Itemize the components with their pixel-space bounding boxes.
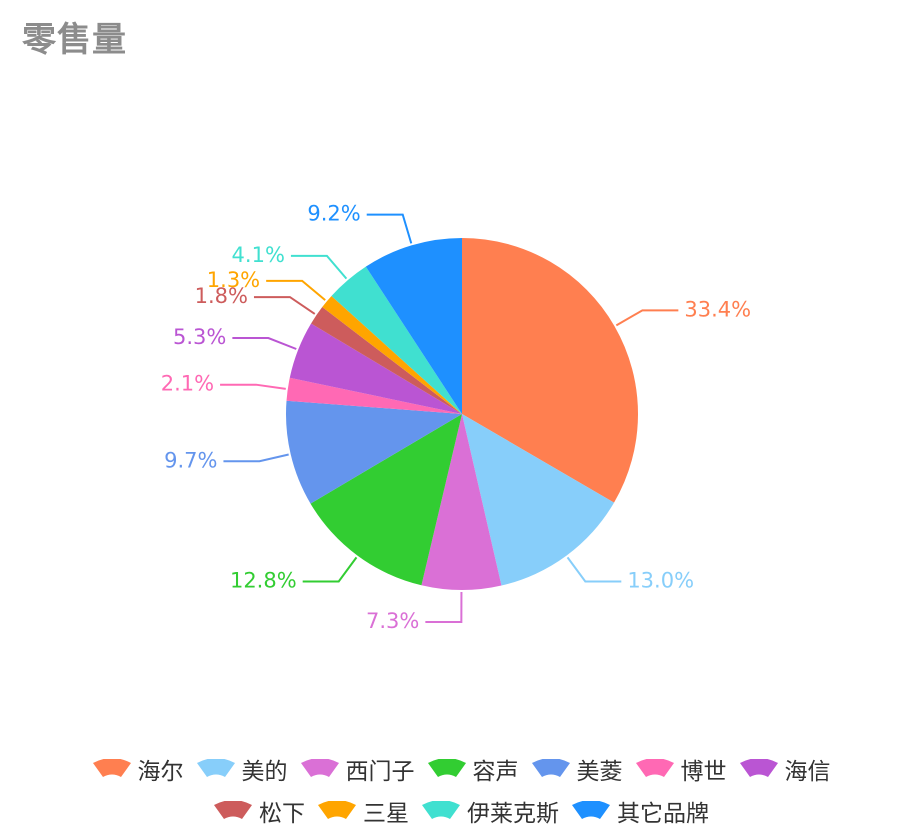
legend-item[interactable]: 海尔: [92, 752, 184, 786]
leader-line-slice-1: [615, 309, 679, 327]
legend-swatch-icon: [635, 759, 674, 777]
leader-line-slice-10: [290, 254, 348, 280]
data-label-slice-9: 1.3%: [207, 268, 260, 292]
legend-swatch-icon: [214, 801, 252, 819]
legend-label: 伊莱克斯: [467, 801, 559, 827]
data-label-slice-11: 9.2%: [307, 202, 360, 226]
pie-slice-slice-6[interactable]: [286, 377, 462, 414]
legend-label: 其它品牌: [617, 801, 709, 827]
pie-slice-slice-7[interactable]: [289, 323, 462, 414]
legend-item[interactable]: 松下: [213, 794, 305, 828]
data-label-slice-2: 13.0%: [627, 569, 694, 593]
legend-label: 松下: [259, 801, 305, 827]
leader-line-slice-6: [220, 383, 286, 390]
legend-item[interactable]: 三星: [317, 794, 409, 828]
pie-slice-slice-3[interactable]: [421, 414, 502, 590]
legend-swatch-icon: [318, 801, 356, 819]
leader-line-slice-2: [566, 556, 622, 583]
pie-slice-slice-9[interactable]: [322, 295, 462, 414]
legend-row: 松下 三星 伊莱克斯 其它品牌: [0, 790, 922, 832]
legend-swatch-icon: [427, 759, 466, 777]
data-label-slice-5: 9.7%: [164, 448, 217, 472]
data-label-slice-6: 2.1%: [161, 372, 214, 396]
data-label-slice-3: 7.3%: [366, 609, 419, 633]
legend-swatch-icon: [92, 759, 131, 777]
legend-item[interactable]: 西门子: [300, 752, 415, 786]
legend-swatch-icon: [422, 801, 460, 819]
legend-item[interactable]: 其它品牌: [571, 794, 709, 828]
pie-slice-slice-11[interactable]: [365, 238, 462, 414]
legend: 海尔 美的 西门子 容声 美菱 博世 海信 松下 三星 伊莱克斯 其它品牌: [0, 748, 922, 832]
data-label-slice-7: 5.3%: [173, 325, 226, 349]
legend-item[interactable]: 容声: [427, 752, 519, 786]
legend-label: 西门子: [345, 759, 415, 785]
leader-line-slice-9: [266, 279, 326, 301]
legend-item[interactable]: 海信: [739, 752, 831, 786]
leader-line-slice-3: [425, 591, 463, 623]
legend-swatch-icon: [196, 759, 235, 777]
legend-label: 海信: [784, 759, 831, 785]
legend-swatch-icon: [739, 759, 778, 777]
leader-line-slice-5: [223, 453, 289, 463]
legend-label: 博世: [680, 759, 727, 785]
data-label-slice-4: 12.8%: [230, 569, 297, 593]
legend-item[interactable]: 美的: [196, 752, 288, 786]
legend-row: 海尔 美的 西门子 容声 美菱 博世 海信: [0, 748, 922, 790]
data-label-slice-1: 33.4%: [684, 297, 751, 321]
pie-chart: 33.4% 13.0% 7.3% 12.8% 9.7% 2.1% 5.3% 1.8%1.3%4…: [161, 202, 751, 633]
leader-line-slice-11: [366, 213, 413, 244]
legend-item[interactable]: 伊莱克斯: [421, 794, 559, 828]
legend-label: 海尔: [137, 759, 184, 785]
pie-slice-slice-8[interactable]: [311, 307, 462, 414]
pie-slice-slice-2[interactable]: [462, 414, 615, 586]
leader-line-slice-7: [232, 337, 297, 350]
leader-line-slice-8: [253, 296, 316, 315]
data-label-slice-8: 1.8%: [195, 284, 248, 308]
legend-label: 美菱: [576, 759, 623, 785]
chart-title: 零售量: [22, 20, 127, 60]
pie-slice-slice-5[interactable]: [286, 400, 462, 504]
pie-slice-slice-1[interactable]: [462, 238, 639, 503]
data-label-slice-10: 4.1%: [232, 243, 285, 267]
pie-slice-slice-10[interactable]: [331, 266, 462, 414]
legend-item[interactable]: 美菱: [531, 752, 623, 786]
legend-swatch-icon: [300, 759, 339, 777]
pie-slice-slice-4[interactable]: [310, 414, 462, 586]
legend-swatch-icon: [572, 801, 610, 819]
legend-label: 美的: [241, 759, 288, 785]
legend-label: 容声: [472, 759, 519, 785]
legend-swatch-icon: [531, 759, 570, 777]
leader-line-slice-4: [302, 556, 358, 583]
legend-item[interactable]: 博世: [635, 752, 727, 786]
legend-label: 三星: [363, 801, 409, 827]
